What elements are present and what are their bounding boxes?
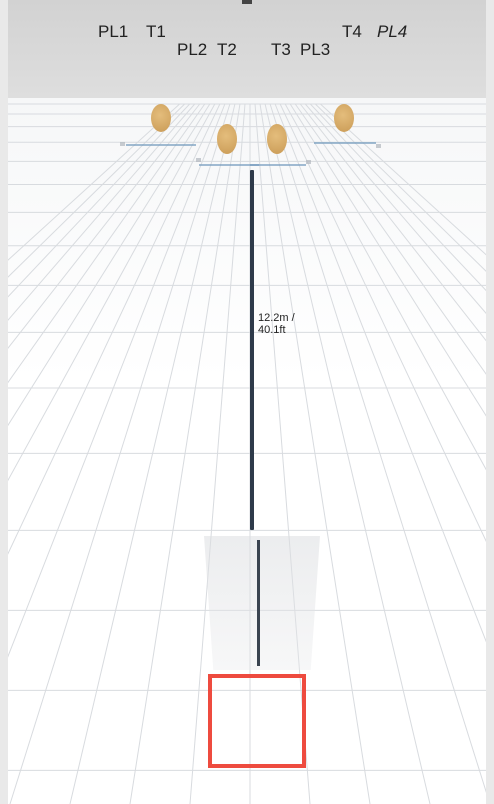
grid-line-vertical <box>0 103 226 679</box>
floor-marker <box>196 158 201 162</box>
frame-right-edge <box>486 0 494 804</box>
grid-line-vertical <box>309 103 494 300</box>
sky-backdrop <box>8 0 486 98</box>
grid-line-vertical <box>0 103 191 307</box>
distance-measure-line <box>250 170 254 530</box>
grid-line-vertical <box>320 103 494 263</box>
grid-line-vertical <box>294 103 494 387</box>
frame-left-edge <box>0 0 8 804</box>
target-t3-icon[interactable] <box>250 124 306 172</box>
grid-line-vertical <box>279 103 494 559</box>
target-t4-icon[interactable] <box>314 104 376 152</box>
grid-line-vertical <box>0 103 196 331</box>
grid-line-vertical <box>274 103 494 663</box>
grid-line-vertical <box>9 103 231 804</box>
grid-line-vertical <box>269 103 491 804</box>
grid-line-vertical <box>314 103 494 280</box>
target-t1-icon[interactable] <box>126 104 196 152</box>
distance-measure-line-lower <box>257 540 260 666</box>
grid-line-vertical <box>254 103 311 804</box>
label-t2: T2 <box>217 40 237 59</box>
grid-line-vertical <box>0 103 211 439</box>
floor-plane <box>8 98 486 804</box>
distance-imperial: 40.1ft <box>258 324 286 336</box>
frame-top-tick <box>242 0 252 4</box>
label-pl1: PL1 <box>98 22 129 41</box>
floor-marker <box>120 142 125 146</box>
grid-line-vertical <box>0 103 186 286</box>
grid-line-vertical <box>284 103 494 485</box>
start-position-box[interactable] <box>208 674 306 768</box>
grid-line-vertical <box>0 103 221 572</box>
grid-line-vertical <box>0 103 216 496</box>
grid-line-vertical <box>0 103 180 269</box>
label-pl4: PL4 <box>377 22 408 41</box>
target-t2-icon[interactable] <box>199 124 259 172</box>
grid-line-vertical <box>299 103 494 352</box>
label-t3: T3 <box>271 40 291 59</box>
grid-line-vertical <box>289 103 494 430</box>
label-pl2: PL2 <box>177 40 208 59</box>
grid-line-vertical <box>129 103 241 804</box>
label-t1: T1 <box>146 22 166 41</box>
grid-line-vertical <box>0 103 206 395</box>
grid-line-vertical <box>264 103 431 804</box>
grid-line-vertical <box>69 103 236 804</box>
label-t4: T4 <box>342 22 362 41</box>
grid-line-vertical <box>189 103 246 804</box>
distance-metric: 12.2m / <box>258 312 295 324</box>
label-pl3: PL3 <box>300 40 331 59</box>
floor-marker <box>376 144 381 148</box>
floor-marker <box>306 160 311 164</box>
grid-line-vertical <box>0 103 201 360</box>
shooting-lane <box>204 536 320 670</box>
grid-line-vertical <box>304 103 494 324</box>
grid-line-vertical <box>259 103 371 804</box>
distance-readout: 12.2m / 40.1ft <box>258 312 295 336</box>
